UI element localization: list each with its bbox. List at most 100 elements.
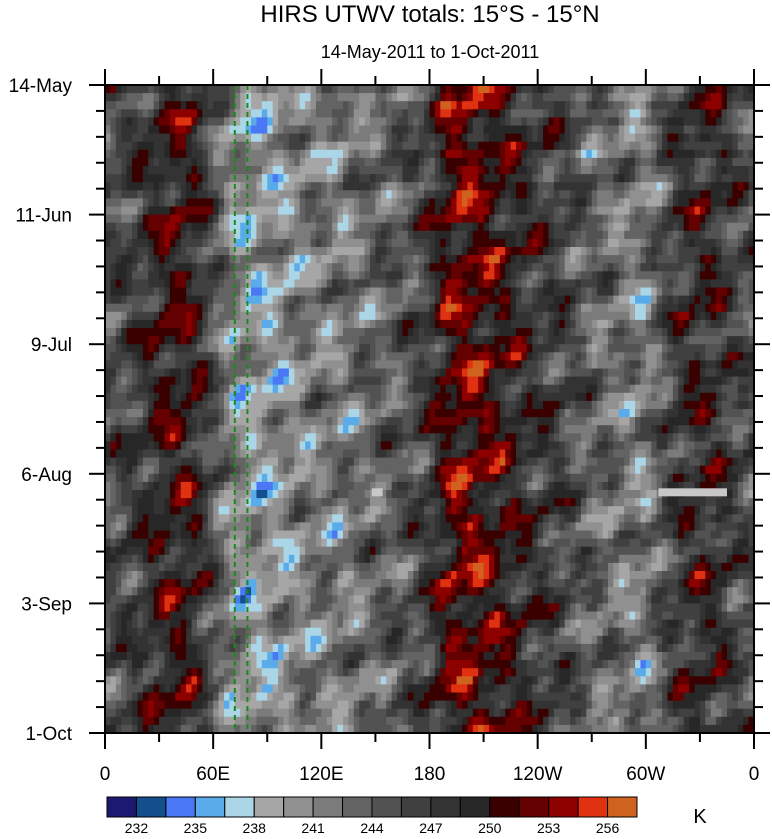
- heatmap-cell: [570, 336, 577, 345]
- heatmap-cell: [115, 271, 122, 280]
- heatmap-cell: [169, 287, 176, 297]
- heatmap-cell: [213, 222, 220, 232]
- heatmap-cell: [283, 392, 290, 402]
- heatmap-cell: [305, 303, 312, 313]
- heatmap-cell: [240, 101, 247, 110]
- heatmap-cell: [699, 271, 706, 280]
- heatmap-cell: [105, 214, 112, 224]
- heatmap-cell: [699, 352, 706, 361]
- heatmap-cell: [370, 157, 377, 167]
- heatmap-cell: [375, 352, 382, 361]
- heatmap-cell: [402, 392, 409, 402]
- heatmap-cell: [305, 360, 312, 370]
- heatmap-cell: [607, 157, 614, 167]
- heatmap-cell: [607, 392, 614, 402]
- heatmap-cell: [635, 287, 642, 297]
- heatmap-cell: [321, 222, 328, 232]
- heatmap-cell: [651, 214, 658, 224]
- heatmap-cell: [315, 376, 322, 386]
- heatmap-cell: [164, 311, 171, 321]
- heatmap-cell: [218, 279, 225, 289]
- heatmap-cell: [532, 328, 539, 337]
- heatmap-cell: [429, 206, 436, 216]
- heatmap-cell: [278, 271, 285, 280]
- heatmap-cell: [305, 222, 312, 232]
- heatmap-cell: [159, 206, 166, 216]
- heatmap-cell: [164, 214, 171, 224]
- heatmap-cell: [440, 206, 447, 216]
- heatmap-cell: [137, 93, 144, 102]
- heatmap-cell: [186, 222, 193, 232]
- heatmap-cell: [380, 303, 387, 313]
- heatmap-cell: [624, 214, 631, 224]
- heatmap-cell: [553, 376, 560, 386]
- heatmap-cell: [278, 263, 285, 272]
- heatmap-cell: [505, 133, 512, 143]
- heatmap-cell: [305, 125, 312, 135]
- heatmap-cell: [164, 230, 171, 240]
- heatmap-cell: [559, 295, 566, 305]
- heatmap-cell: [662, 255, 669, 264]
- heatmap-cell: [164, 319, 171, 329]
- heatmap-cell: [121, 376, 128, 386]
- heatmap-cell: [607, 344, 614, 353]
- heatmap-cell: [618, 182, 625, 191]
- heatmap-cell: [494, 214, 501, 224]
- heatmap-cell: [478, 206, 485, 216]
- heatmap-cell: [272, 319, 279, 329]
- heatmap-cell: [553, 182, 560, 191]
- heatmap-cell: [159, 271, 166, 280]
- heatmap-cell: [635, 368, 642, 378]
- heatmap-cell: [137, 198, 144, 208]
- heatmap-cell: [689, 311, 696, 321]
- heatmap-cell: [440, 352, 447, 361]
- heatmap-cell: [321, 214, 328, 224]
- heatmap-cell: [651, 311, 658, 321]
- heatmap-cell: [440, 198, 447, 208]
- heatmap-cell: [737, 101, 744, 110]
- heatmap-cell: [716, 149, 723, 159]
- heatmap-cell: [624, 149, 631, 159]
- heatmap-cell: [310, 230, 317, 240]
- heatmap-cell: [229, 319, 236, 329]
- heatmap-cell: [553, 230, 560, 240]
- heatmap-cell: [635, 101, 642, 110]
- heatmap-cell: [580, 133, 587, 143]
- heatmap-cell: [402, 417, 409, 426]
- heatmap-cell: [451, 303, 458, 313]
- heatmap-cell: [321, 198, 328, 208]
- heatmap-cell: [148, 230, 155, 240]
- heatmap-cell: [332, 166, 339, 175]
- heatmap-cell: [164, 328, 171, 337]
- heatmap-cell: [261, 125, 268, 135]
- heatmap-cell: [521, 149, 528, 159]
- heatmap-cell: [164, 368, 171, 378]
- heatmap-cell: [494, 117, 501, 127]
- heatmap-cell: [261, 409, 268, 418]
- heatmap-cell: [348, 319, 355, 329]
- heatmap-cell: [402, 360, 409, 370]
- heatmap-cell: [624, 238, 631, 248]
- heatmap-cell: [602, 141, 609, 151]
- heatmap-cell: [310, 255, 317, 264]
- heatmap-cell: [288, 352, 295, 361]
- heatmap-cell: [651, 85, 658, 94]
- heatmap-cell: [386, 222, 393, 232]
- heatmap-cell: [667, 328, 674, 337]
- heatmap-cell: [662, 157, 669, 167]
- heatmap-cell: [699, 190, 706, 199]
- heatmap-cell: [726, 255, 733, 264]
- heatmap-cell: [499, 344, 506, 353]
- heatmap-cell: [245, 376, 252, 386]
- heatmap-cell: [689, 214, 696, 224]
- heatmap-cell: [186, 263, 193, 272]
- heatmap-cell: [662, 303, 669, 313]
- heatmap-cell: [570, 247, 577, 256]
- heatmap-cell: [483, 417, 490, 426]
- heatmap-cell: [732, 125, 739, 135]
- heatmap-cell: [229, 149, 236, 159]
- heatmap-cell: [505, 319, 512, 329]
- heatmap-cell: [624, 311, 631, 321]
- heatmap-cell: [191, 222, 198, 232]
- heatmap-cell: [413, 360, 420, 370]
